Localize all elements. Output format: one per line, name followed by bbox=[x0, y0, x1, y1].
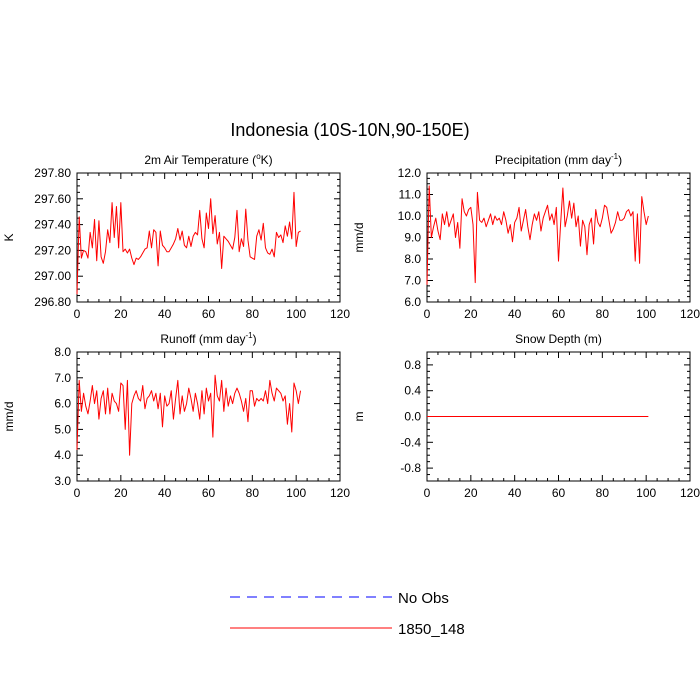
y-tick-label: 7.0 bbox=[54, 371, 71, 385]
y-tick-label: 6.0 bbox=[404, 295, 421, 309]
x-tick-label: 60 bbox=[202, 307, 216, 321]
y-tick-label: 8.0 bbox=[54, 345, 71, 359]
x-tick-label: 80 bbox=[596, 486, 610, 500]
panel-title-superscript: -1 bbox=[611, 152, 619, 161]
panel-title: Runoff (mm day-1) bbox=[160, 331, 256, 346]
x-tick-label: 100 bbox=[286, 486, 306, 500]
x-tick-label: 100 bbox=[636, 307, 656, 321]
panel-title-suffix: ) bbox=[618, 153, 622, 167]
series-line-1850_148 bbox=[76, 374, 302, 456]
y-tick-label: 297.40 bbox=[34, 218, 71, 232]
y-tick-label: 297.60 bbox=[34, 192, 71, 206]
legend-label: 1850_148 bbox=[398, 621, 465, 638]
y-axis-label: mm/d bbox=[352, 223, 366, 253]
y-tick-label: 9.0 bbox=[404, 231, 421, 245]
y-axis-label: K bbox=[2, 233, 16, 241]
x-tick-label: 100 bbox=[286, 307, 306, 321]
x-tick-label: 40 bbox=[508, 486, 522, 500]
y-tick-label: 5.0 bbox=[54, 422, 71, 436]
panel-title-main: 2m Air Temperature ( bbox=[144, 153, 256, 167]
y-tick-label: 12.0 bbox=[398, 166, 422, 180]
panels: 2m Air Temperature (oK) K 0 20 40 60 80 100 120 2… bbox=[2, 152, 700, 500]
x-tick-label: 120 bbox=[330, 307, 350, 321]
x-tick-label: 40 bbox=[158, 307, 172, 321]
x-tick-label: 120 bbox=[680, 307, 700, 321]
x-tick-label: 60 bbox=[552, 486, 566, 500]
panel-title-main: Runoff (mm day bbox=[160, 332, 245, 346]
x-tick-label: 0 bbox=[74, 486, 81, 500]
y-tick-label: 6.0 bbox=[54, 397, 71, 411]
y-tick-label: 3.0 bbox=[54, 474, 71, 488]
x-tick-label: 80 bbox=[246, 486, 260, 500]
x-tick-label: 100 bbox=[636, 486, 656, 500]
legend: No Obs 1850_148 bbox=[230, 590, 465, 638]
panel-3: Runoff (mm day-1) mm/d 0 20 40 60 80 100 120 3.0 4… bbox=[2, 331, 350, 500]
y-tick-label: 296.80 bbox=[34, 295, 71, 309]
panel-title-superscript: o bbox=[256, 152, 261, 161]
y-tick-label: 8.0 bbox=[404, 252, 421, 266]
legend-label: No Obs bbox=[398, 590, 449, 607]
x-tick-label: 120 bbox=[680, 486, 700, 500]
plot-frame bbox=[426, 172, 691, 303]
y-tick-label: 0.4 bbox=[404, 384, 421, 398]
x-tick-label: 40 bbox=[508, 307, 522, 321]
panel-title: Snow Depth (m) bbox=[515, 332, 602, 346]
x-tick-label: 0 bbox=[74, 307, 81, 321]
y-tick-label: 297.00 bbox=[34, 269, 71, 283]
y-tick-label: 11.0 bbox=[399, 188, 422, 202]
x-tick-label: 60 bbox=[552, 307, 566, 321]
y-tick-label: 297.80 bbox=[34, 166, 71, 180]
panel-4: Snow Depth (m) m 0 20 40 60 80 100 120 -0.8 -0.4 0.… bbox=[352, 332, 700, 500]
y-axis-label: mm/d bbox=[2, 402, 16, 432]
x-tick-label: 0 bbox=[424, 486, 431, 500]
y-tick-label: 297.20 bbox=[34, 243, 71, 257]
x-tick-label: 80 bbox=[596, 307, 610, 321]
y-tick-label: -0.8 bbox=[400, 461, 421, 475]
y-tick-label: -0.4 bbox=[400, 435, 421, 449]
y-tick-label: 0.0 bbox=[404, 410, 421, 424]
panel-title: Precipitation (mm day-1) bbox=[495, 152, 622, 167]
x-tick-label: 120 bbox=[330, 486, 350, 500]
panel-title-main: Snow Depth (m) bbox=[515, 332, 602, 346]
y-tick-label: 10.0 bbox=[398, 209, 422, 223]
x-tick-label: 20 bbox=[464, 486, 478, 500]
panel-title-suffix: ) bbox=[253, 332, 257, 346]
series-line-1850_148 bbox=[76, 191, 301, 295]
y-tick-label: 0.8 bbox=[404, 358, 421, 372]
y-axis-label: m bbox=[352, 412, 366, 422]
y-tick-label: 4.0 bbox=[54, 448, 71, 462]
x-tick-label: 20 bbox=[114, 307, 128, 321]
x-tick-label: 20 bbox=[464, 307, 478, 321]
y-tick-label: 7.0 bbox=[404, 274, 421, 288]
x-tick-label: 80 bbox=[246, 307, 260, 321]
panel-title-suffix: K) bbox=[261, 153, 273, 167]
panel-2: Precipitation (mm day-1) mm/d 0 20 40 60 80 100… bbox=[352, 152, 700, 321]
panel-title-superscript: -1 bbox=[246, 331, 254, 340]
x-tick-label: 60 bbox=[202, 486, 216, 500]
x-tick-label: 0 bbox=[424, 307, 431, 321]
series-line-1850_148 bbox=[426, 185, 649, 285]
plot-frame bbox=[76, 351, 341, 482]
panel-title-main: Precipitation (mm day bbox=[495, 153, 611, 167]
panel-title: 2m Air Temperature (oK) bbox=[144, 152, 272, 167]
panel-1: 2m Air Temperature (oK) K 0 20 40 60 80 100 120 2… bbox=[2, 152, 350, 321]
x-tick-label: 20 bbox=[114, 486, 128, 500]
figure-title: Indonesia (10S-10N,90-150E) bbox=[230, 120, 469, 140]
x-tick-label: 40 bbox=[158, 486, 172, 500]
plot-frame bbox=[76, 172, 341, 303]
